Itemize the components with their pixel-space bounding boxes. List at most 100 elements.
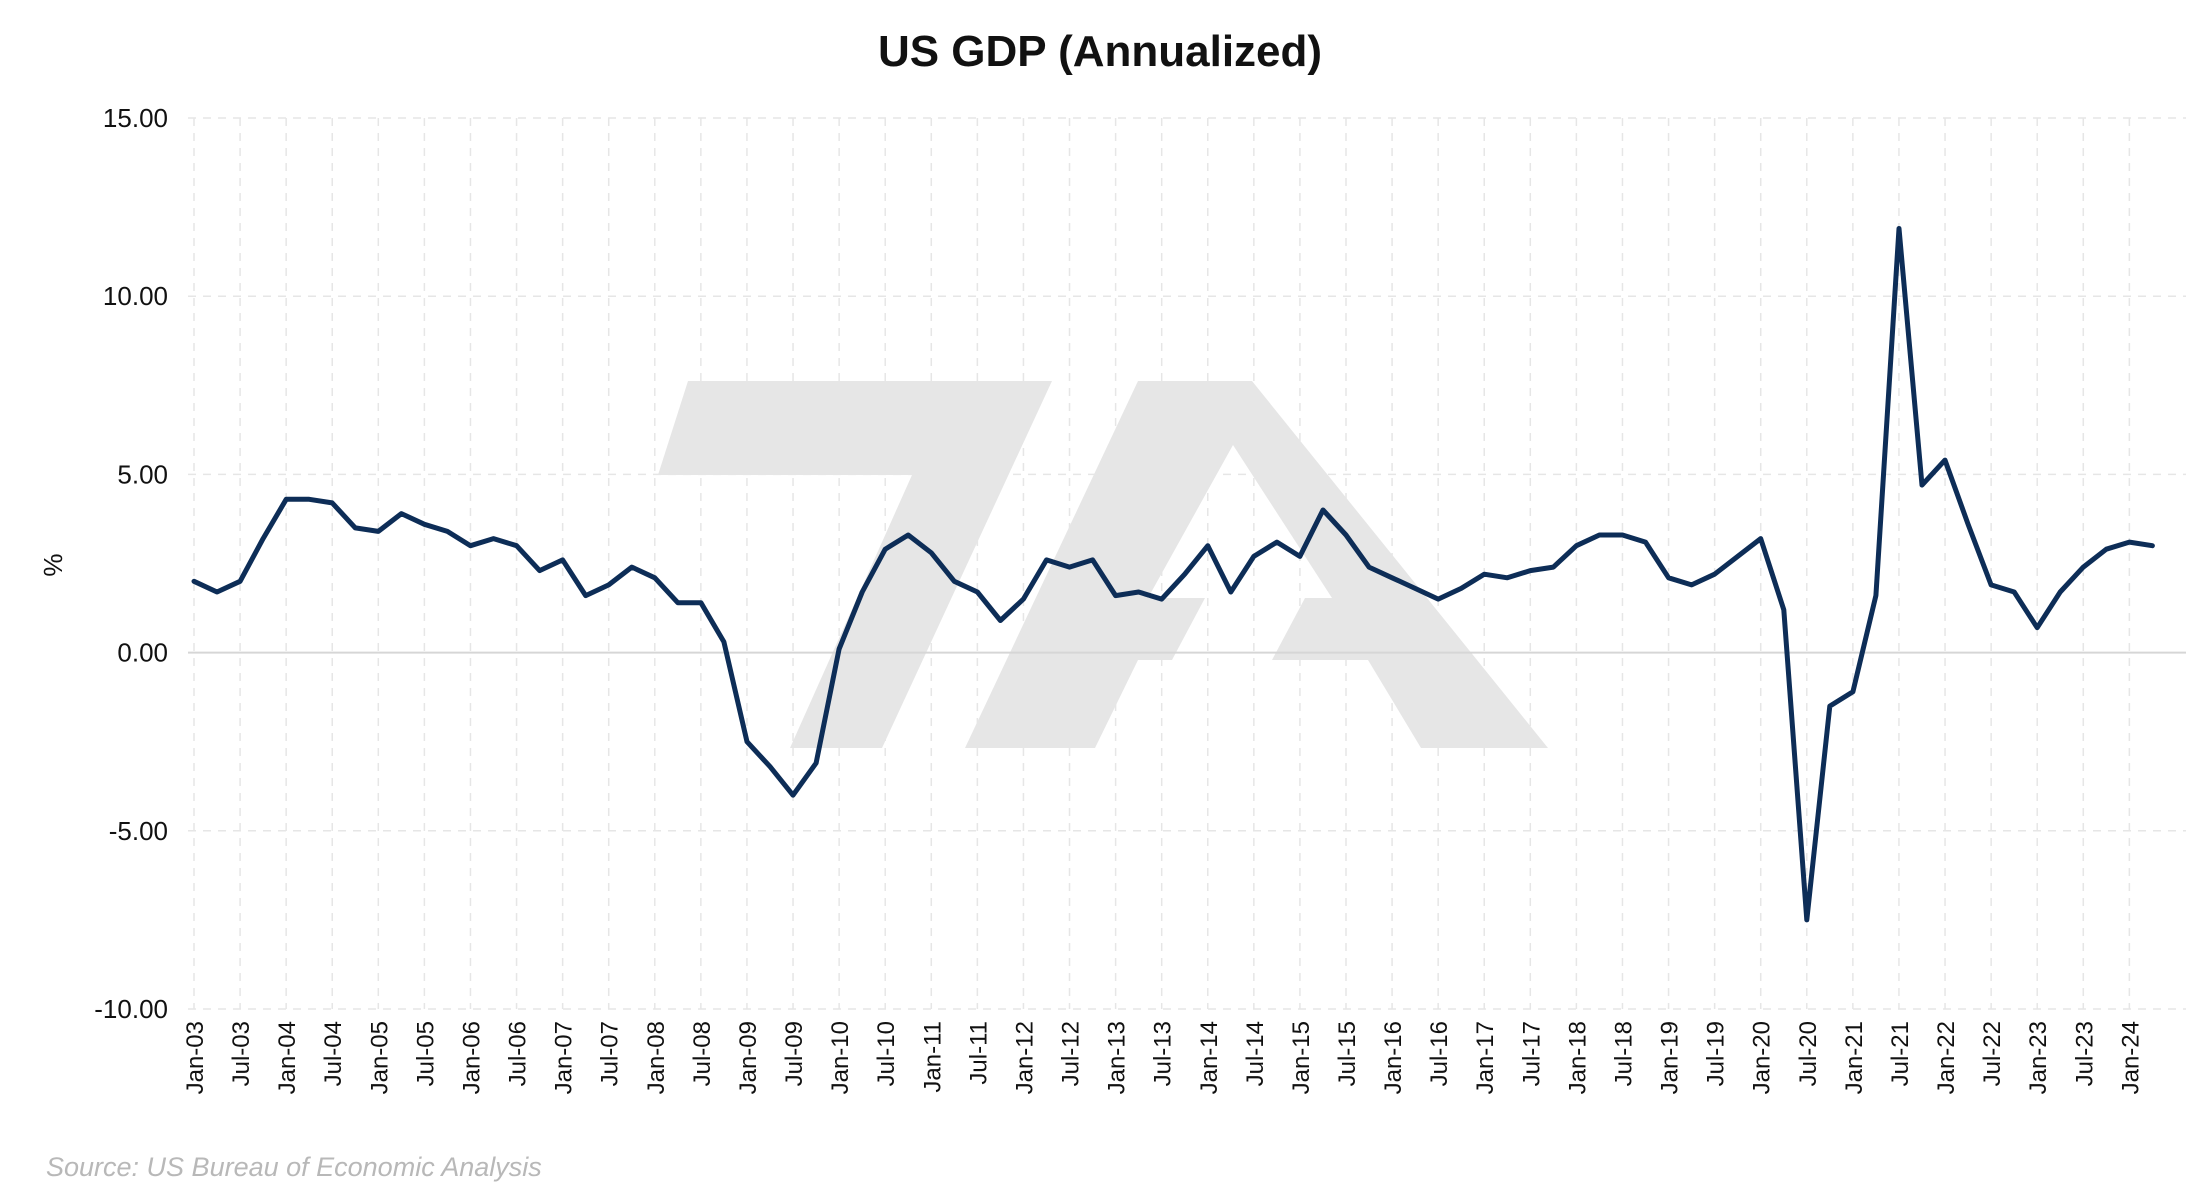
x-tick-label: Jul-14 [1242,1021,1269,1086]
data-point [1620,533,1625,538]
data-point [1643,540,1648,545]
data-point [1390,575,1395,580]
y-tick-label: -10.00 [94,994,168,1024]
data-point [238,579,243,584]
data-point [1758,536,1763,541]
data-point [1966,522,1971,527]
data-point [284,497,289,502]
x-tick-label: Jul-23 [2071,1021,2098,1086]
data-point [2150,543,2155,548]
x-tick-label: Jul-04 [320,1021,347,1086]
data-point [2035,625,2040,630]
data-point [1505,575,1510,580]
data-point [1712,572,1717,577]
data-point [1251,554,1256,559]
data-point [1413,586,1418,591]
x-tick-label: Jul-13 [1150,1021,1177,1086]
x-tick-label: Jan-16 [1380,1021,1407,1094]
data-point [1274,540,1279,545]
data-point [675,600,680,605]
data-point [399,511,404,516]
data-point [1136,590,1141,595]
x-tick-label: Jul-10 [873,1021,900,1086]
data-point [192,579,197,584]
x-tick-label: Jan-20 [1749,1021,1776,1094]
data-point [1943,458,1948,463]
x-tick-label: Jul-16 [1426,1021,1453,1086]
x-tick-label: Jul-06 [505,1021,532,1086]
chart-title: US GDP (Annualized) [878,27,1322,76]
x-tick-label: Jan-15 [1288,1021,1315,1094]
data-point [215,590,220,595]
data-point [1021,597,1026,602]
data-point [906,533,911,538]
x-tick-label: Jul-09 [781,1021,808,1086]
data-point [1482,572,1487,577]
x-tick-label: Jul-07 [597,1021,624,1086]
data-point [791,793,796,798]
data-point [1228,590,1233,595]
x-tick-label: Jan-10 [827,1021,854,1094]
data-point [1781,607,1786,612]
gdp-series-line [191,226,2155,923]
data-point [883,547,888,552]
data-point [422,522,427,527]
x-tick-label: Jan-22 [1933,1021,1960,1094]
x-tick-label: Jan-07 [551,1021,578,1094]
x-tick-label: Jul-03 [228,1021,255,1086]
data-point [698,600,703,605]
data-point [1735,554,1740,559]
y-tick-label: 5.00 [117,459,168,489]
data-point [1367,565,1372,570]
x-tick-label: Jan-23 [2025,1021,2052,1094]
x-tick-label: Jul-11 [965,1021,992,1085]
data-point [583,593,588,598]
data-point [1528,568,1533,573]
data-point [353,525,358,530]
data-point [1205,543,1210,548]
x-tick-label: Jan-19 [1657,1021,1684,1094]
data-point [1827,704,1832,709]
data-point [1920,483,1925,488]
data-point [1666,575,1671,580]
data-point [837,647,842,652]
x-tick-label: Jan-21 [1841,1021,1868,1094]
y-tick-label: -5.00 [109,816,168,846]
data-point [814,761,819,766]
data-point [606,582,611,587]
data-point [1574,543,1579,548]
data-point [1159,597,1164,602]
data-point [1436,597,1441,602]
x-tick-label: Jul-21 [1887,1021,1914,1086]
data-point [952,579,957,584]
data-point [1297,554,1302,559]
x-tick-label: Jul-08 [689,1021,716,1086]
x-tick-label: Jan-24 [2117,1021,2144,1094]
x-tick-label: Jan-17 [1472,1021,1499,1094]
data-point [2104,547,2109,552]
data-point [1873,593,1878,598]
data-point [929,550,934,555]
data-point [998,618,1003,623]
y-axis-label: % [38,553,68,576]
x-tick-label: Jul-17 [1518,1021,1545,1086]
data-point [1989,582,1994,587]
data-point [2012,590,2017,595]
data-point [261,536,266,541]
data-point [1344,533,1349,538]
x-tick-label: Jul-18 [1610,1021,1637,1086]
data-point [1321,508,1326,513]
data-point [1597,533,1602,538]
source-note: Source: US Bureau of Economic Analysis [46,1152,542,1182]
data-point [491,536,496,541]
data-point [307,497,312,502]
x-tick-label: Jan-11 [919,1021,946,1093]
data-point [445,529,450,534]
data-point [2127,540,2132,545]
x-tick-label: Jan-03 [182,1021,209,1094]
x-tick-label: Jan-18 [1564,1021,1591,1094]
data-point [768,764,773,769]
x-axis-ticks: Jan-03 Jul-03 Jan-04 Jul-04 Jan-05 Jul-05 Jan-… [182,1021,2144,1094]
data-point [468,543,473,548]
data-point [1850,689,1855,694]
